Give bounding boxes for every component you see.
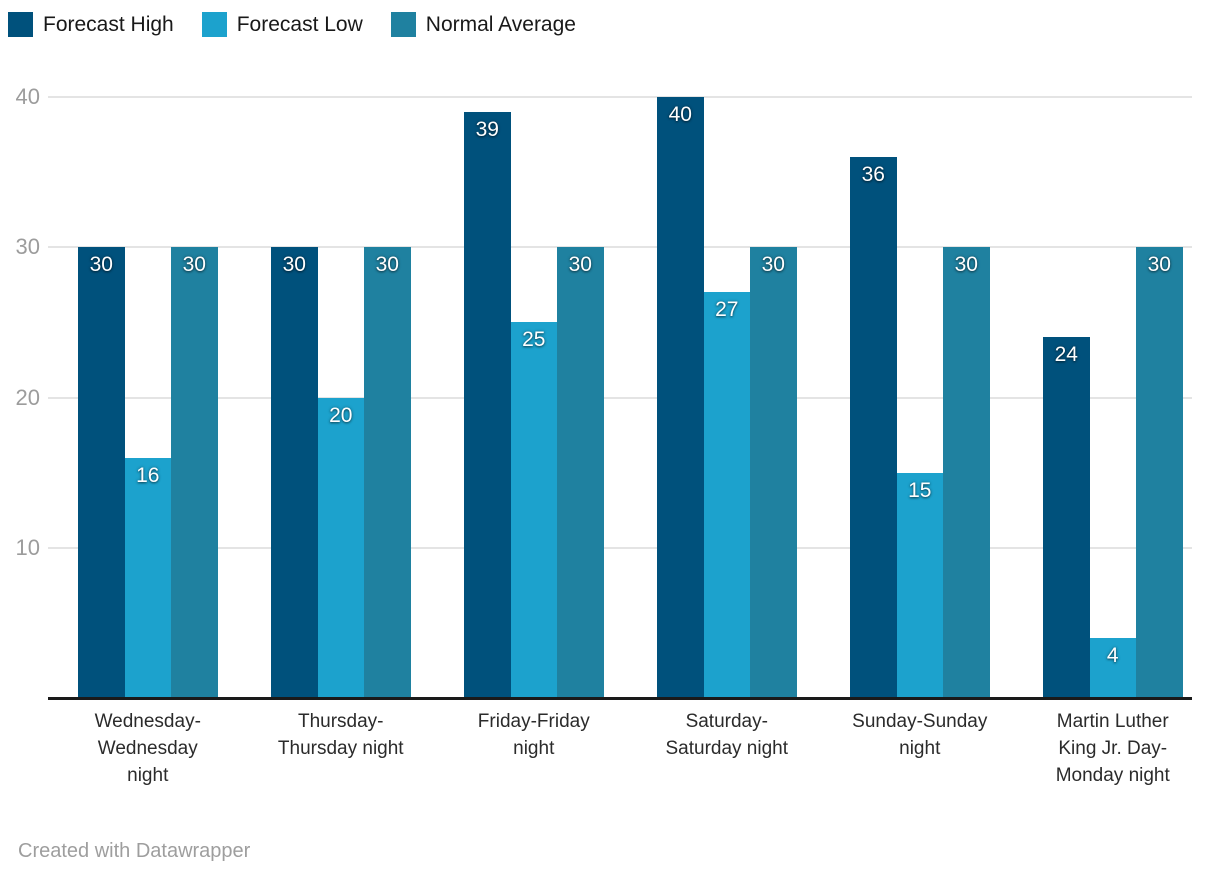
footer: Created with Datawrapper: [18, 840, 250, 863]
bar-value-label: 24: [1054, 343, 1078, 367]
bar-forecast-low-saturday-saturday-night: 27: [703, 292, 750, 698]
bar-value-label: 30: [761, 253, 785, 277]
bar-group-saturday-saturday-night: 40 27 30: [657, 97, 797, 698]
bar-group-friday-friday-night: 39 25 30: [464, 97, 604, 698]
bar-forecast-low-thursday-thursday-night: 20: [317, 397, 364, 698]
legend-swatch-forecast-high: [8, 12, 33, 37]
bar-value-label: 30: [375, 253, 399, 277]
x-axis-label-sunday-sunday-night: Sunday-Sunday night: [852, 711, 988, 759]
bar-normal-average-sunday-sunday-night: 30: [943, 247, 990, 698]
bar-normal-average-martin-luther-king-jr-day-monday-night: 30: [1136, 247, 1183, 698]
bar-value-label: 20: [329, 403, 353, 427]
bar-value-label: 25: [522, 328, 546, 352]
x-axis-label-thursday-thursday-night: Thursday-Thursday night: [277, 711, 404, 759]
y-axis: 40 30 20 10: [0, 86, 40, 698]
bar-forecast-low-wednesday-wednesday-night: 16: [124, 457, 171, 698]
bar-group-thursday-thursday-night: 30 20 30: [271, 97, 411, 698]
gridline-y20: [48, 396, 1192, 399]
bar-group-wednesday-wednesday-night: 30 16 30: [78, 97, 218, 698]
legend-label: Normal Average: [425, 13, 576, 36]
bar-forecast-high-friday-friday-night: 39: [464, 112, 511, 698]
x-axis-label-martin-luther-king-jr-day-monday-night: Martin Luther King Jr. Day-Monday night: [1055, 711, 1170, 786]
x-axis-label-wednesday-wednesday-night: Wednesday-Wednesday night: [94, 711, 201, 786]
y-tick-label-10: 10: [15, 534, 40, 560]
bar-normal-average-thursday-thursday-night: 30: [364, 247, 411, 698]
y-tick-label-20: 20: [15, 384, 40, 410]
legend: Forecast High Forecast Low Normal Average: [8, 12, 576, 37]
bar-group-sunday-sunday-night: 36 15 30: [850, 97, 990, 698]
legend-item-forecast-high: Forecast High: [8, 12, 174, 37]
x-axis-label-saturday-saturday-night: Saturday-Saturday night: [665, 711, 789, 759]
legend-item-normal-average: Normal Average: [390, 12, 576, 37]
bar-group-martin-luther-king-jr-day-monday-night: 24 4 30: [1043, 97, 1183, 698]
bar-value-label: 30: [182, 253, 206, 277]
plot-area: 30 16 30 30 20 30 39 25 30 40 27 30 36 15 30 24 4 30: [48, 96, 1192, 700]
x-axis-labels: Wednesday-Wednesday night Thursday-Thursd…: [48, 708, 1192, 818]
gridline-y40: [48, 96, 1192, 98]
bar-forecast-high-thursday-thursday-night: 30: [271, 247, 318, 698]
x-axis-line: [48, 697, 1192, 700]
y-tick-label-40: 40: [15, 84, 40, 109]
bar-value-label: 30: [568, 253, 592, 277]
bar-value-label: 40: [668, 103, 692, 126]
bar-normal-average-saturday-saturday-night: 30: [750, 247, 797, 698]
bar-forecast-low-martin-luther-king-jr-day-monday-night: 4: [1089, 637, 1136, 698]
legend-label: Forecast Low: [236, 13, 363, 36]
gridline-y30: [48, 246, 1192, 249]
bar-value-label: 4: [1106, 643, 1119, 667]
legend-swatch-forecast-low: [201, 12, 227, 37]
bar-normal-average-friday-friday-night: 30: [557, 247, 604, 698]
bar-value-label: 30: [954, 253, 978, 277]
bar-value-label: 27: [715, 298, 739, 322]
bar-value-label: 15: [908, 478, 932, 502]
legend-label: Forecast High: [43, 13, 174, 36]
bar-normal-average-wednesday-wednesday-night: 30: [171, 247, 218, 698]
legend-swatch-normal-average: [390, 12, 416, 37]
bar-forecast-high-wednesday-wednesday-night: 30: [78, 247, 125, 698]
gridline-y10: [48, 546, 1192, 549]
bar-value-label: 30: [282, 253, 306, 277]
bar-value-label: 36: [861, 163, 885, 187]
bar-value-label: 30: [89, 253, 113, 277]
bar-forecast-low-sunday-sunday-night: 15: [896, 472, 943, 698]
legend-item-forecast-low: Forecast Low: [201, 12, 363, 37]
bar-value-label: 39: [475, 118, 499, 142]
bar-forecast-high-saturday-saturday-night: 40: [657, 97, 704, 698]
y-tick-label-30: 30: [15, 234, 40, 260]
bar-value-label: 30: [1147, 253, 1171, 277]
bar-forecast-high-martin-luther-king-jr-day-monday-night: 24: [1043, 337, 1090, 698]
bar-forecast-low-friday-friday-night: 25: [510, 322, 557, 698]
x-axis-label-friday-friday-night: Friday-Friday night: [477, 711, 590, 759]
bar-forecast-high-sunday-sunday-night: 36: [850, 157, 897, 698]
datawrapper-credit-link[interactable]: Created with Datawrapper: [18, 840, 251, 862]
bar-value-label: 16: [136, 463, 160, 487]
